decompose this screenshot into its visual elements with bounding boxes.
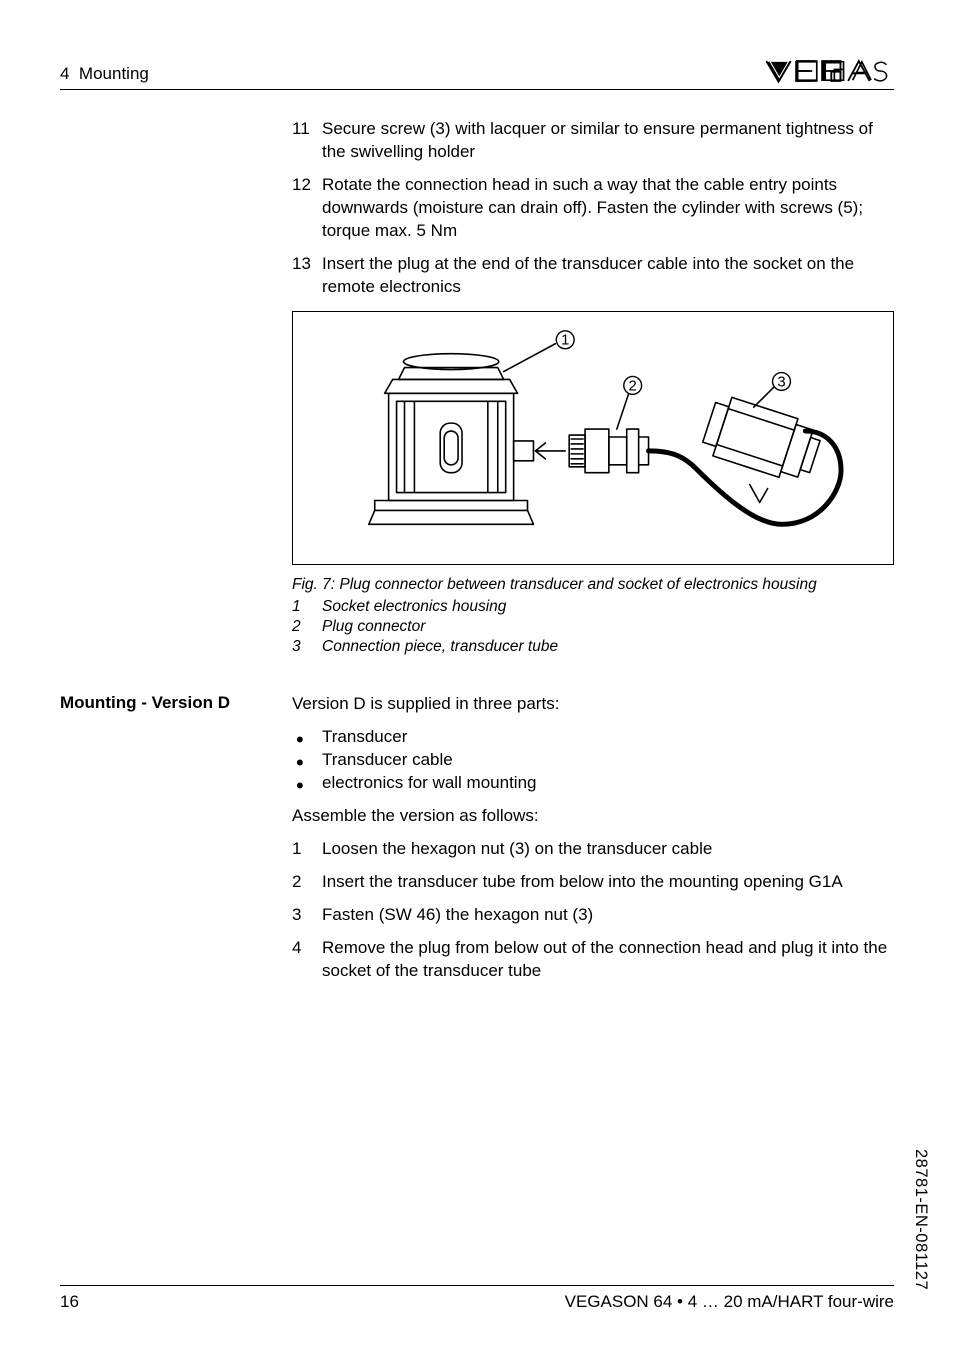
step-number: 3: [292, 904, 322, 927]
side-heading-version-d: Mounting - Version D: [60, 693, 280, 713]
step-text: Loosen the hexagon nut (3) on the transd…: [322, 838, 712, 861]
parts-list: Transducer Transducer cable electronics …: [292, 726, 894, 795]
step-item: 4Remove the plug from below out of the c…: [292, 937, 894, 983]
step-text: Fasten (SW 46) the hexagon nut (3): [322, 904, 593, 927]
steps-top-list: 11Secure screw (3) with lacquer or simil…: [292, 118, 894, 299]
doc-id-vertical: 28781-EN-081127: [911, 1149, 930, 1290]
list-item: Transducer cable: [292, 749, 894, 772]
step-item: 3Fasten (SW 46) the hexagon nut (3): [292, 904, 894, 927]
legend-row: 3Connection piece, transducer tube: [292, 637, 894, 657]
figure-legend: 1Socket electronics housing 2Plug connec…: [292, 597, 894, 657]
step-text: Insert the plug at the end of the transd…: [322, 253, 894, 299]
step-item: 12Rotate the connection head in such a w…: [292, 174, 894, 243]
figure-7: 1 2 3: [292, 311, 894, 565]
step-item: 2Insert the transducer tube from below i…: [292, 871, 894, 894]
vega-logo: [764, 58, 894, 89]
steps-bottom-list: 1Loosen the hexagon nut (3) on the trans…: [292, 838, 894, 983]
header-section: 4 Mounting: [60, 64, 149, 84]
para-assemble: Assemble the version as follows:: [292, 805, 894, 828]
page-header: 4 Mounting: [60, 62, 894, 90]
step-number: 4: [292, 937, 322, 983]
step-item: 11Secure screw (3) with lacquer or simil…: [292, 118, 894, 164]
step-number: 11: [292, 118, 322, 164]
step-number: 2: [292, 871, 322, 894]
list-item: electronics for wall mounting: [292, 772, 894, 795]
callout-1: 1: [561, 332, 569, 348]
step-item: 1Loosen the hexagon nut (3) on the trans…: [292, 838, 894, 861]
para-intro: Version D is supplied in three parts:: [292, 693, 894, 716]
list-item: Transducer: [292, 726, 894, 749]
step-text: Rotate the connection head in such a way…: [322, 174, 894, 243]
step-text: Remove the plug from below out of the co…: [322, 937, 894, 983]
legend-row: 2Plug connector: [292, 617, 894, 637]
product-line: VEGASON 64 • 4 … 20 mA/HART four-wire: [565, 1292, 894, 1312]
page-number: 16: [60, 1292, 79, 1312]
step-item: 13Insert the plug at the end of the tran…: [292, 253, 894, 299]
callout-2: 2: [629, 378, 637, 394]
section-number: 4: [60, 64, 69, 83]
section-title: Mounting: [79, 64, 149, 83]
step-text: Insert the transducer tube from below in…: [322, 871, 843, 894]
legend-row: 1Socket electronics housing: [292, 597, 894, 617]
page-footer: 16 VEGASON 64 • 4 … 20 mA/HART four-wire: [60, 1285, 894, 1312]
step-number: 12: [292, 174, 322, 243]
step-number: 13: [292, 253, 322, 299]
callout-3: 3: [777, 374, 785, 390]
step-number: 1: [292, 838, 322, 861]
step-text: Secure screw (3) with lacquer or similar…: [322, 118, 894, 164]
figure-caption: Fig. 7: Plug connector between transduce…: [292, 575, 894, 595]
